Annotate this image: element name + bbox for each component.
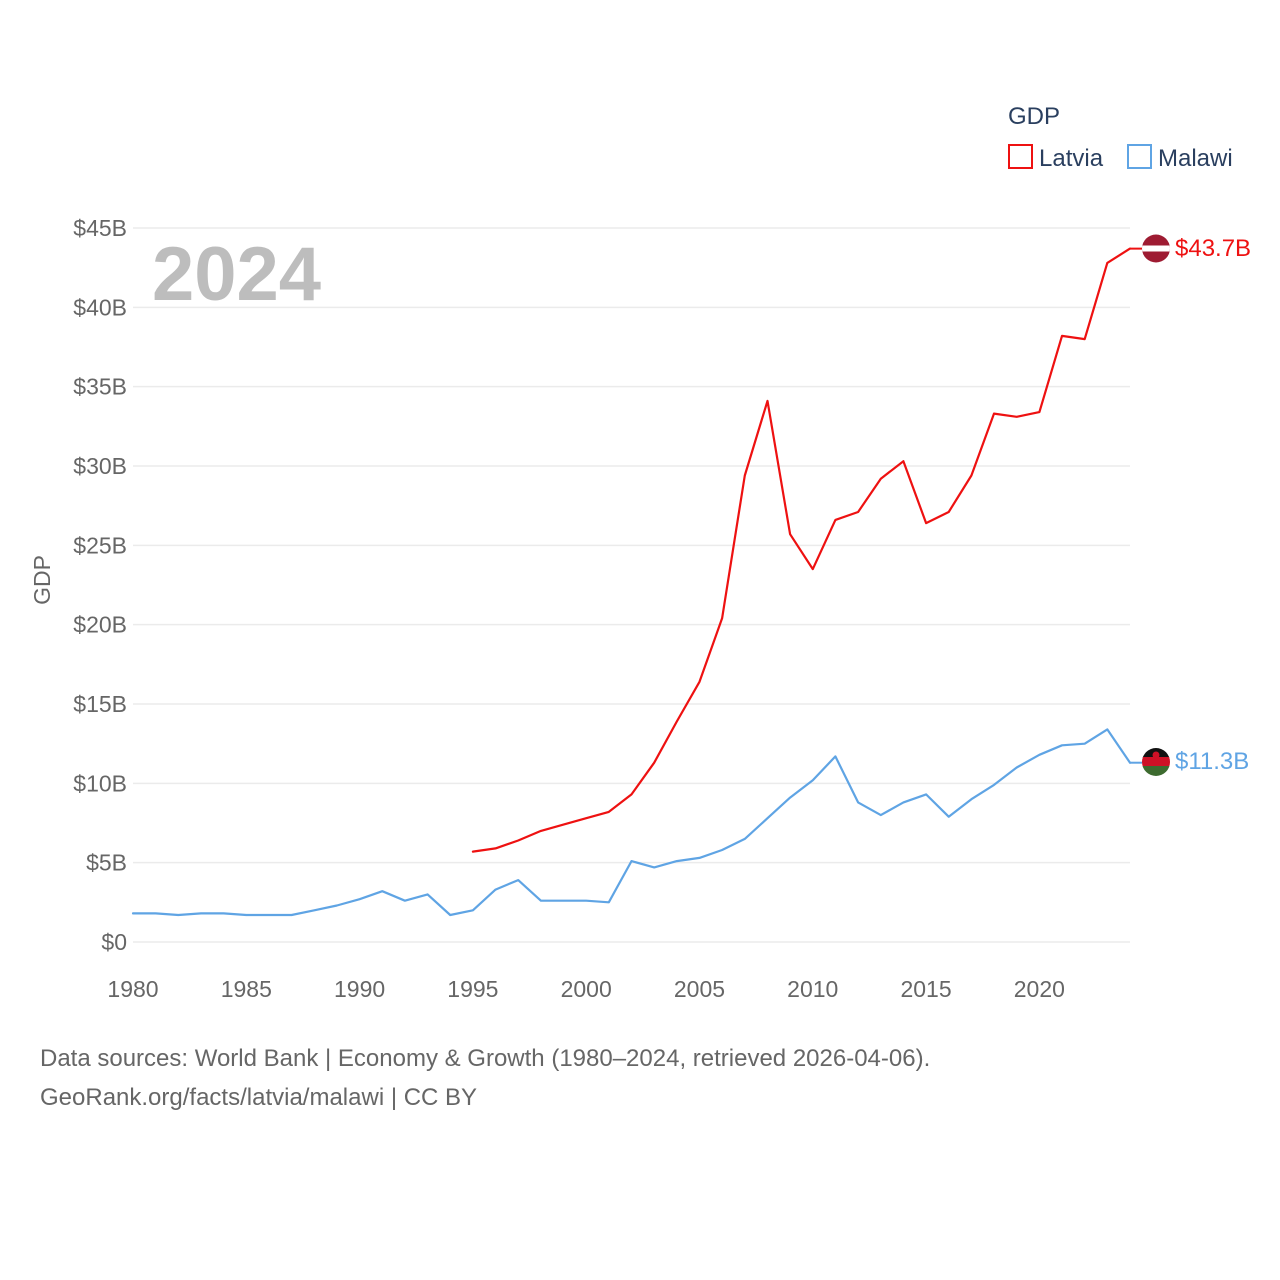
year-watermark: 2024 <box>152 232 321 317</box>
y-tick-label: $10B <box>73 770 127 796</box>
end-value-label-latvia: $43.7B <box>1175 235 1251 262</box>
source-url-license: GeoRank.org/facts/latvia/malawi | CC BY <box>40 1084 478 1111</box>
y-tick-label: $45B <box>73 215 127 241</box>
legend-title: GDP <box>1008 103 1060 130</box>
y-tick-label: $0 <box>101 929 127 955</box>
legend: GDP Latvia Malawi <box>1008 103 1233 172</box>
malawi-flag-icon <box>1142 748 1170 776</box>
y-tick-label: $5B <box>86 850 127 876</box>
y-tick-label: $25B <box>73 532 127 558</box>
data-source-note: Data sources: World Bank | Economy & Gro… <box>40 1045 931 1072</box>
y-tick-label: $40B <box>73 294 127 320</box>
x-tick-label: 1990 <box>334 976 385 1002</box>
x-tick-label: 2000 <box>561 976 612 1002</box>
gridlines <box>133 227 1130 943</box>
legend-item-malawi[interactable]: Malawi <box>1127 144 1233 172</box>
x-tick-label: 1980 <box>107 976 158 1002</box>
legend-item-latvia[interactable]: Latvia <box>1008 144 1104 172</box>
x-axis-ticks: 1980 1985 1990 1995 2000 2005 2010 2015 2020 <box>107 976 1065 1002</box>
x-tick-label: 1995 <box>447 976 498 1002</box>
x-tick-label: 1985 <box>221 976 272 1002</box>
end-value-label-malawi: $11.3B <box>1175 748 1249 775</box>
x-tick-label: 2015 <box>900 976 951 1002</box>
y-tick-label: $35B <box>73 374 127 400</box>
series-line-latvia <box>471 247 1132 853</box>
legend-swatch-malawi <box>1127 144 1152 169</box>
y-axis-ticks: $0 $5B $10B $15B $20B $25B $30B $35B $40B $45B <box>73 215 127 955</box>
legend-label-latvia: Latvia <box>1039 145 1104 172</box>
x-tick-label: 2005 <box>674 976 725 1002</box>
legend-label-malawi: Malawi <box>1158 145 1233 172</box>
series-line-malawi <box>131 728 1132 917</box>
series-lines <box>131 247 1142 917</box>
x-tick-label: 2020 <box>1014 976 1065 1002</box>
y-tick-label: $20B <box>73 612 127 638</box>
y-tick-label: $30B <box>73 453 127 479</box>
legend-swatch-latvia <box>1008 144 1033 169</box>
y-axis-label: GDP <box>29 555 55 605</box>
y-tick-label: $15B <box>73 691 127 717</box>
latvia-flag-icon <box>1142 234 1170 263</box>
x-tick-label: 2010 <box>787 976 838 1002</box>
